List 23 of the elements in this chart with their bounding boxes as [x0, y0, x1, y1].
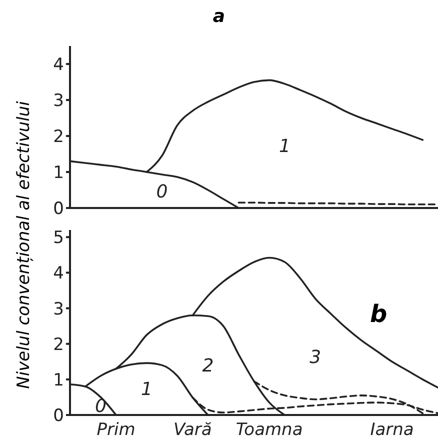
y-tick-label: 3 — [53, 299, 64, 320]
y-tick-label: 1 — [53, 163, 64, 184]
text: b — [370, 300, 388, 328]
y-tick-label: 2 — [53, 334, 64, 355]
series-label: 1 — [140, 379, 152, 400]
y-tick-label: 5 — [53, 228, 64, 248]
series-label: 2 — [202, 356, 214, 377]
x-tick-label: Iarna — [370, 420, 414, 440]
y-tick-label: 1 — [53, 370, 64, 390]
series-label: 3 — [310, 346, 322, 368]
chart-title: a — [212, 6, 226, 27]
y-tick-label: 0 — [53, 199, 64, 220]
x-tick-label: Prim — [96, 420, 136, 440]
text: 1 — [278, 136, 290, 157]
y-axis-title: Nivelul convențional al efectivului — [14, 100, 34, 391]
y-tick-label: 4 — [53, 264, 64, 284]
x-tick-label: Vară — [173, 420, 212, 440]
x-tick-label: Toamna — [236, 420, 303, 440]
y-tick-label: 0 — [53, 406, 64, 426]
y-tick-label: 2 — [53, 127, 64, 148]
series-label: 0 — [156, 181, 168, 202]
y-tick-label: 4 — [53, 55, 64, 76]
y-tick-label: 3 — [53, 91, 64, 112]
